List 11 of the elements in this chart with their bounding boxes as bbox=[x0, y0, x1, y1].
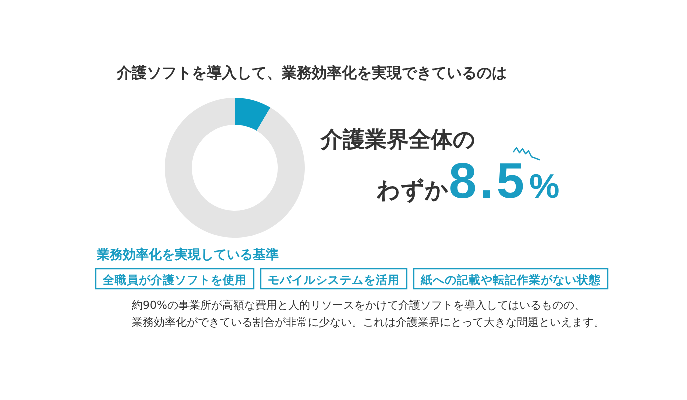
text: モバイルシステムを活用 bbox=[268, 273, 400, 287]
chart-title: 介護ソフトを導入して、業務効率化を実現できているのは bbox=[116, 64, 507, 82]
text: 約90%の事業所が高額な費用と人的リソースをかけて介護ソフトを導入してはいるものの、 bbox=[132, 299, 586, 312]
text: 全職員が介護ソフトを使用 bbox=[102, 273, 247, 287]
text: 業務効率化ができている割合が非常に少ない。これは介護業界にとって大きな問題といえます。 bbox=[132, 316, 605, 329]
donut-slice bbox=[165, 98, 305, 238]
text: わずか8.5% bbox=[376, 153, 560, 209]
donut-slice bbox=[235, 98, 271, 131]
text: 業務効率化を実現している基準 bbox=[96, 247, 279, 263]
text: 紙への記載や転記作業がない状態 bbox=[420, 273, 602, 287]
text: 介護業界全体の bbox=[320, 128, 476, 153]
